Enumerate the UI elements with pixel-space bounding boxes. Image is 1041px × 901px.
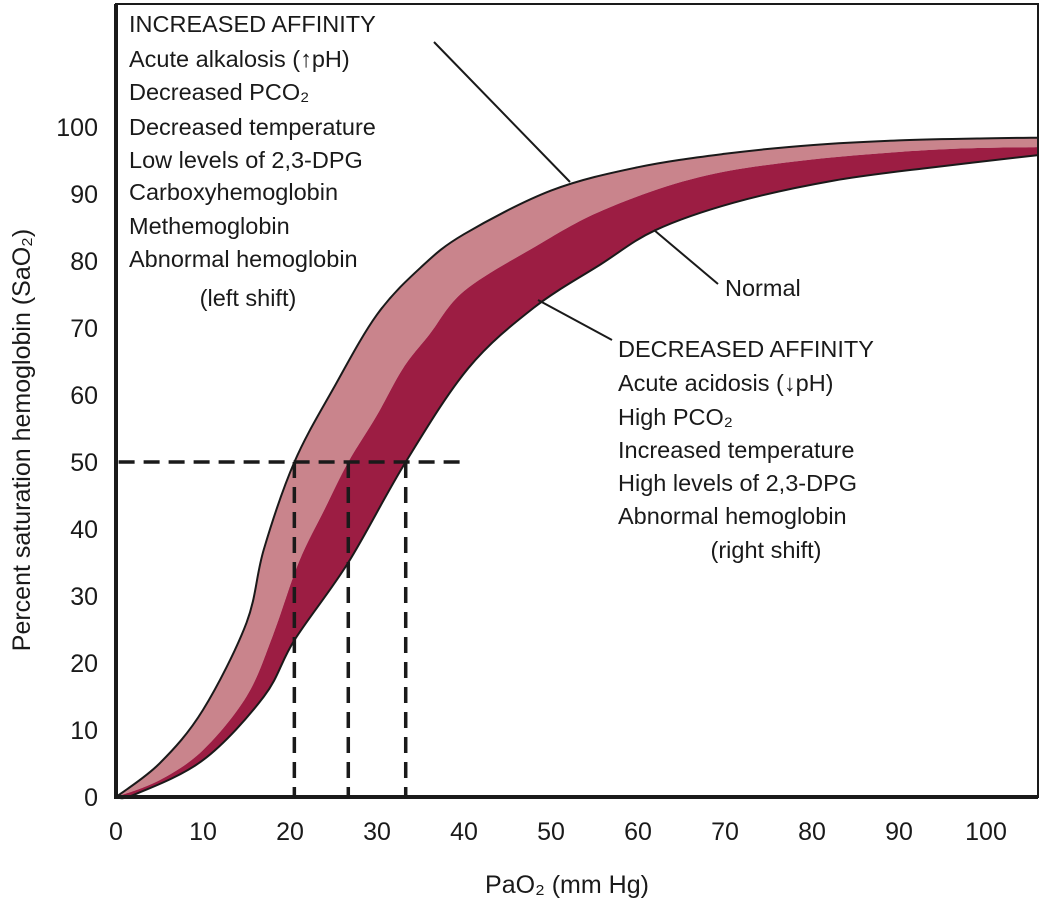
x-tick-label: 70 — [711, 818, 739, 846]
increased-item: Methemoglobin — [129, 213, 290, 239]
y-tick-label: 0 — [84, 784, 98, 812]
left-shift-curve — [115, 136, 1039, 798]
p50-reference-lines — [118, 460, 464, 797]
normal-leader — [653, 229, 719, 285]
y-tick-label: 60 — [70, 382, 98, 410]
normal-label: Normal — [725, 275, 801, 301]
decreased-item: Increased temperature — [618, 437, 854, 463]
increased-affinity-annotation: INCREASED AFFINITY Acute alkalosis (↑pH)… — [129, 11, 376, 311]
y-tick-label: 30 — [70, 583, 98, 611]
x-tick-label: 40 — [450, 818, 478, 846]
x-tick-label: 60 — [624, 818, 652, 846]
increased-affinity-leader — [433, 41, 571, 183]
x-tick-label: 0 — [109, 818, 123, 846]
x-tick-label: 30 — [363, 818, 391, 846]
y-tick-label: 90 — [70, 181, 98, 209]
x-tick-label: 10 — [189, 818, 217, 846]
decreased-item: High PCO₂ — [618, 404, 733, 430]
y-tick-label: 40 — [70, 516, 98, 544]
increased-item: Low levels of 2,3-DPG — [129, 147, 363, 173]
x-tick-label: 100 — [965, 818, 1007, 846]
decreased-item: Abnormal hemoglobin — [618, 503, 847, 529]
y-tick-label: 70 — [70, 315, 98, 343]
x-tick-labels: 0 10 20 30 40 50 60 70 80 90 100 — [109, 818, 1007, 846]
x-tick-label: 50 — [537, 818, 565, 846]
right-shift-note: (right shift) — [711, 537, 822, 563]
left-shift-band — [116, 137, 1039, 797]
y-axis-label: Percent saturation hemoglobin (SaO₂) — [8, 229, 36, 651]
increased-affinity-title: INCREASED AFFINITY — [129, 11, 376, 37]
x-tick-label: 20 — [276, 818, 304, 846]
y-tick-labels: 0 10 20 30 40 50 60 70 80 90 100 — [56, 114, 98, 812]
decreased-affinity-title: DECREASED AFFINITY — [618, 336, 874, 362]
y-tick-label: 20 — [70, 650, 98, 678]
increased-item: Decreased PCO₂ — [129, 79, 309, 105]
decreased-affinity-leader — [537, 299, 613, 341]
right-shift-curve — [115, 154, 1039, 800]
right-shift-band — [116, 147, 1039, 799]
x-tick-label: 90 — [885, 818, 913, 846]
increased-item: Abnormal hemoglobin — [129, 246, 358, 272]
increased-item: Carboxyhemoglobin — [129, 179, 338, 205]
x-tick-label: 80 — [798, 818, 826, 846]
decreased-item: Acute acidosis (↓pH) — [618, 370, 834, 396]
increased-item: Decreased temperature — [129, 114, 376, 140]
y-tick-label: 50 — [70, 449, 98, 477]
y-tick-label: 80 — [70, 248, 98, 276]
decreased-item: High levels of 2,3-DPG — [618, 470, 857, 496]
y-tick-label: 100 — [56, 114, 98, 142]
curve-bands — [115, 136, 1039, 800]
left-shift-note: (left shift) — [200, 285, 297, 311]
x-axis-label: PaO₂ (mm Hg) — [485, 871, 649, 899]
increased-item: Acute alkalosis (↑pH) — [129, 46, 350, 72]
decreased-affinity-annotation: DECREASED AFFINITY Acute acidosis (↓pH) … — [618, 336, 874, 563]
y-tick-label: 10 — [70, 717, 98, 745]
